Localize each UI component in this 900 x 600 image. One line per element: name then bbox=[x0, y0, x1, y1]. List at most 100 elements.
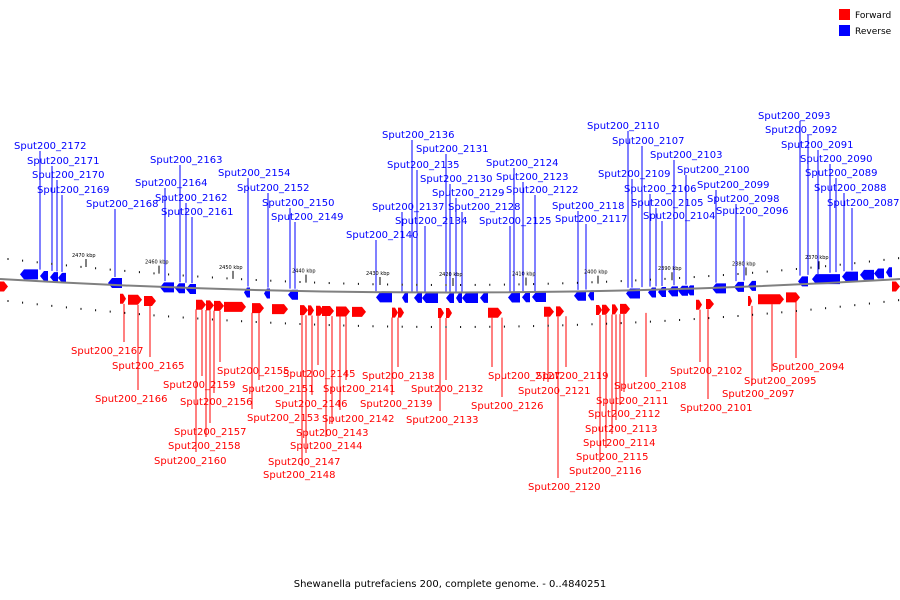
reverse-gene-arrow bbox=[108, 278, 122, 289]
forward-gene-arrow bbox=[748, 296, 752, 306]
forward-gene-label: Sput200_2160 bbox=[154, 456, 227, 467]
forward-gene-arrow bbox=[892, 281, 900, 292]
reverse-gene-arrow bbox=[402, 292, 408, 303]
forward-gene-label: Sput200_2141 bbox=[323, 384, 396, 395]
forward-gene-label: Sput200_2165 bbox=[112, 361, 185, 372]
forward-gene-label: Sput200_2097 bbox=[722, 389, 795, 400]
reverse-gene-arrow bbox=[522, 292, 530, 303]
forward-gene-label: Sput200_2116 bbox=[569, 466, 642, 477]
scale-tick-label: 2390 kbp bbox=[658, 266, 682, 272]
reverse-gene-label: Sput200_2172 bbox=[14, 141, 87, 152]
scale-tick-label: 2430 kbp bbox=[366, 271, 390, 277]
forward-gene-label: Sput200_2126 bbox=[471, 401, 544, 412]
reverse-gene-arrow bbox=[50, 272, 58, 283]
reverse-gene-arrow bbox=[456, 292, 462, 303]
reverse-gene-label: Sput200_2131 bbox=[416, 144, 489, 155]
scale-tick-label: 2460 kbp bbox=[145, 260, 169, 266]
forward-gene-label: Sput200_2155 bbox=[217, 366, 290, 377]
forward-gene-label: Sput200_2142 bbox=[322, 414, 395, 425]
forward-gene-label: Sput200_2111 bbox=[596, 396, 669, 407]
forward-gene-label: Sput200_2095 bbox=[744, 376, 817, 387]
forward-gene-label: Sput200_2147 bbox=[268, 457, 341, 468]
forward-gene-arrow bbox=[128, 294, 142, 305]
reverse-gene-label: Sput200_2093 bbox=[758, 111, 831, 122]
reverse-gene-label: Sput200_2170 bbox=[32, 170, 105, 181]
forward-gene-label: Sput200_2166 bbox=[95, 394, 168, 405]
reverse-gene-arrow bbox=[508, 292, 520, 303]
reverse-gene-label: Sput200_2125 bbox=[479, 216, 552, 227]
reverse-gene-label: Sput200_2134 bbox=[395, 216, 468, 227]
forward-gene-label: Sput200_2119 bbox=[536, 371, 609, 382]
reverse-gene-label: Sput200_2128 bbox=[448, 202, 521, 213]
reverse-gene-label: Sput200_2107 bbox=[612, 136, 685, 147]
forward-gene-label: Sput200_2113 bbox=[585, 424, 658, 435]
reverse-gene-label: Sput200_2152 bbox=[237, 183, 310, 194]
forward-gene-arrow bbox=[252, 303, 264, 314]
genome-caption: Shewanella putrefaciens 200, complete ge… bbox=[294, 579, 607, 590]
forward-gene-arrow bbox=[696, 299, 702, 310]
forward-gene-arrow bbox=[398, 307, 404, 318]
forward-gene-arrow bbox=[596, 305, 602, 316]
forward-gene-label: Sput200_2094 bbox=[772, 362, 845, 373]
reverse-gene-label: Sput200_2098 bbox=[707, 194, 780, 205]
reverse-gene-label: Sput200_2123 bbox=[496, 172, 569, 183]
forward-gene-label: Sput200_2139 bbox=[360, 399, 433, 410]
forward-gene-label: Sput200_2159 bbox=[163, 380, 236, 391]
forward-gene-arrow bbox=[352, 306, 366, 317]
reverse-gene-label: Sput200_2163 bbox=[150, 155, 223, 166]
forward-gene-label: Sput200_2145 bbox=[283, 369, 356, 380]
reverse-gene-arrow bbox=[376, 292, 392, 303]
reverse-gene-arrow bbox=[874, 268, 884, 279]
reverse-gene-label: Sput200_2130 bbox=[420, 174, 493, 185]
reverse-gene-arrow bbox=[842, 271, 858, 282]
reverse-gene-label: Sput200_2171 bbox=[27, 156, 100, 167]
reverse-gene-arrow bbox=[20, 269, 38, 280]
scale-tick-label: 2370 kbp bbox=[805, 255, 829, 261]
reverse-gene-arrow bbox=[812, 274, 840, 285]
forward-gene-label: Sput200_2167 bbox=[71, 346, 144, 357]
forward-gene-label: Sput200_2114 bbox=[583, 438, 656, 449]
forward-gene-label: Sput200_2120 bbox=[528, 482, 601, 493]
reverse-gene-arrow bbox=[574, 290, 586, 301]
forward-gene-label: Sput200_2143 bbox=[296, 428, 369, 439]
reverse-gene-label: Sput200_2135 bbox=[387, 160, 460, 171]
forward-gene-arrow bbox=[706, 298, 714, 309]
reverse-gene-label: Sput200_2161 bbox=[161, 207, 234, 218]
reverse-gene-arrow bbox=[40, 271, 48, 282]
forward-gene-arrow bbox=[0, 281, 8, 292]
forward-gene-label: Sput200_2121 bbox=[518, 386, 591, 397]
reverse-gene-label: Sput200_2150 bbox=[262, 198, 335, 209]
forward-gene-label: Sput200_2157 bbox=[174, 427, 247, 438]
forward-gene-arrow bbox=[336, 306, 350, 317]
forward-gene-arrow bbox=[322, 306, 334, 317]
legend: Forward Reverse bbox=[839, 9, 892, 37]
legend-forward-label: Forward bbox=[855, 11, 891, 21]
reverse-gene-label: Sput200_2164 bbox=[135, 178, 208, 189]
reverse-gene-label: Sput200_2162 bbox=[155, 193, 228, 204]
forward-gene-arrow bbox=[308, 305, 314, 316]
reverse-gene-arrow bbox=[414, 292, 422, 303]
reverse-gene-label: Sput200_2154 bbox=[218, 168, 291, 179]
forward-gene-label: Sput200_2102 bbox=[670, 366, 743, 377]
reverse-gene-label: Sput200_2106 bbox=[624, 184, 697, 195]
forward-gene-arrow bbox=[214, 300, 224, 311]
scale-tick-label: 2380 kbp bbox=[732, 261, 756, 267]
reverse-gene-arrow bbox=[886, 267, 892, 278]
reverse-gene-arrow bbox=[186, 284, 196, 295]
reverse-gene-label: Sput200_2100 bbox=[677, 165, 750, 176]
forward-gene-label: Sput200_2108 bbox=[614, 381, 687, 392]
legend-forward-swatch bbox=[839, 9, 850, 20]
gene-labels: Sput200_2172 Sput200_2171 Sput200_2170 Sput… bbox=[14, 111, 900, 493]
forward-gene-arrow bbox=[196, 299, 206, 310]
forward-gene-label: Sput200_2156 bbox=[180, 397, 253, 408]
forward-gene-arrow bbox=[300, 305, 308, 316]
forward-gene-arrow bbox=[612, 304, 618, 315]
forward-gene-arrow bbox=[544, 306, 554, 317]
forward-gene-label: Sput200_2101 bbox=[680, 403, 753, 414]
label-leader-lines bbox=[39, 121, 853, 478]
forward-gene-label: Sput200_2148 bbox=[263, 470, 336, 481]
scale-ticks: 2470 kbp 2460 kbp 2450 kbp 2440 kbp 2430 kbp… bbox=[7, 253, 900, 328]
forward-gene-arrow bbox=[120, 293, 126, 304]
reverse-gene-arrow bbox=[532, 291, 546, 302]
legend-reverse-label: Reverse bbox=[855, 27, 892, 37]
